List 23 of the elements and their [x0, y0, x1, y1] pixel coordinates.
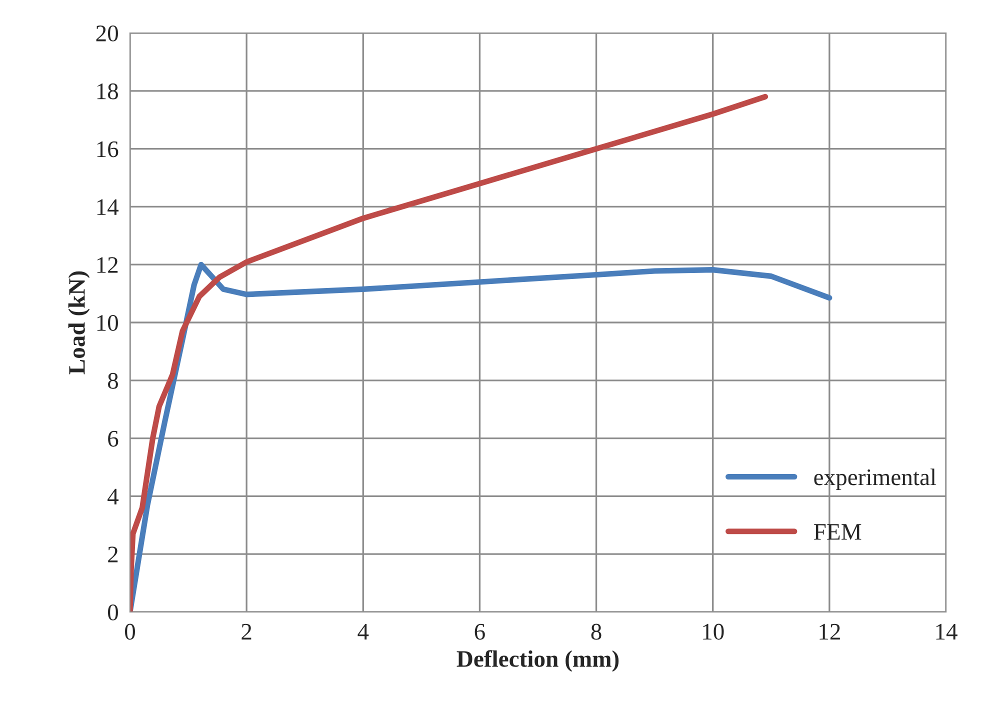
- legend-label: FEM: [814, 524, 862, 540]
- x-axis-title: Deflection (mm): [456, 650, 619, 672]
- y-tick-label: 16: [97, 141, 118, 158]
- legend-label: experimental: [814, 468, 936, 490]
- y-axis-title: Load (kN): [68, 271, 90, 374]
- y-tick-label: 8: [108, 372, 118, 389]
- y-tick-label: 18: [97, 83, 118, 100]
- x-tick-label: 2: [242, 624, 252, 640]
- x-tick-label: 14: [936, 624, 958, 640]
- x-tick-label: 10: [703, 624, 724, 640]
- y-tick-label: 14: [97, 199, 119, 215]
- y-tick-label: 4: [108, 488, 119, 504]
- y-tick-label: 6: [108, 430, 118, 447]
- x-tick-label: 12: [820, 624, 840, 640]
- x-tick-label: 8: [591, 624, 602, 640]
- y-tick-label: 12: [97, 257, 118, 273]
- y-tick-label: 0: [108, 604, 118, 620]
- x-tick-label: 6: [474, 624, 485, 640]
- x-tick-label: 0: [124, 624, 136, 640]
- y-tick-label: 2: [108, 546, 118, 562]
- y-tick-label: 10: [97, 314, 118, 331]
- y-tick-label: 20: [96, 25, 118, 42]
- x-tick-label: 4: [358, 624, 369, 640]
